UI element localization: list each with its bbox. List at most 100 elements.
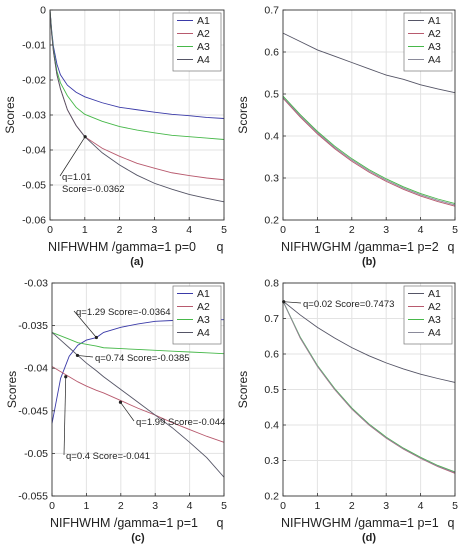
y-tick-label: -0.03	[24, 278, 48, 290]
annotation-point	[282, 300, 286, 304]
x-variable-label: q	[448, 240, 455, 254]
y-tick-label: -0.05	[24, 448, 48, 460]
x-tick-label: 1	[314, 224, 320, 236]
x-tick-label: 3	[151, 224, 157, 236]
annotation-arrow	[77, 355, 94, 358]
legend-label: A4	[197, 54, 210, 66]
annotation-text: q=0.74 Score=-0.0385	[95, 353, 190, 364]
annotation: q=1.99 Score=-0.044	[118, 400, 225, 428]
annotation-point	[118, 400, 123, 404]
annotation-arrow	[120, 402, 135, 422]
annotation-arrow	[283, 301, 302, 304]
y-tick-label: -0.01	[22, 40, 46, 52]
legend-box	[403, 285, 453, 345]
annotation-point	[64, 375, 68, 379]
y-tick-label: -0.04	[22, 145, 46, 157]
annotation-text: q=1.99 Score=-0.044	[136, 417, 225, 428]
y-tick-label: 0.7	[264, 5, 279, 17]
x-axis-label: NIFHWGHM /gamma=1 p=1	[281, 516, 439, 530]
annotation-text: q=1.29 Score=-0.0364	[76, 307, 171, 318]
legend-label: A4	[428, 54, 441, 66]
y-tick-label: 0.4	[264, 420, 279, 432]
panel-label: (d)	[362, 532, 376, 544]
x-tick-label: 4	[186, 224, 192, 236]
annotation-arrow	[59, 136, 86, 177]
y-tick-label: -0.04	[24, 363, 48, 375]
y-tick-label: -0.05	[22, 180, 46, 192]
legend-box	[172, 285, 222, 345]
annotation: q=0.02 Score=0.7473	[282, 299, 394, 310]
x-tick-label: 2	[118, 500, 124, 512]
series-line-A4	[49, 9, 225, 203]
y-tick-label: 0.5	[264, 89, 279, 101]
legend-label: A1	[428, 288, 441, 300]
annotation-text: q=0.02 Score=0.7473	[303, 299, 394, 310]
y-axis-label: Scores	[236, 371, 250, 408]
y-tick-label: -0.045	[18, 405, 48, 417]
y-tick-label: 0.7	[264, 313, 279, 325]
annotation-text: q=0.4 Score=-0.041	[66, 451, 150, 462]
x-tick-label: 4	[187, 500, 193, 512]
x-tick-label: 5	[452, 224, 458, 236]
legend-label: A2	[428, 301, 441, 313]
y-tick-label: 0.3	[264, 173, 279, 185]
annotation-point	[75, 353, 80, 358]
x-tick-label: 4	[418, 224, 424, 236]
series-line-A4	[282, 97, 456, 206]
x-tick-label: 3	[383, 224, 389, 236]
legend-box	[403, 12, 453, 72]
x-axis-label: NIFHWHM /gamma=1 p=0	[48, 240, 196, 254]
panel-label: (b)	[362, 256, 376, 268]
series-line-A1	[49, 9, 225, 119]
y-tick-label: 0.5	[264, 384, 279, 396]
panel-label: (c)	[131, 532, 145, 544]
x-variable-label: q	[217, 240, 224, 254]
y-tick-label: -0.06	[22, 215, 46, 227]
y-tick-label: -0.02	[22, 75, 46, 87]
y-tick-label: 0.6	[264, 349, 279, 361]
x-tick-label: 2	[349, 224, 355, 236]
series-line-A4	[282, 300, 456, 473]
x-tick-label: 1	[83, 500, 89, 512]
legend-label: A3	[197, 41, 210, 53]
series-line-A3	[282, 95, 456, 205]
y-tick-label: 0.6	[264, 47, 279, 59]
y-tick-label: 0.4	[264, 131, 279, 143]
x-axis-label: NIFHWGHM /gamma=1 p=2	[281, 240, 439, 254]
x-tick-label: 4	[418, 500, 424, 512]
chart-panel-4: 0 1 2 3 4 5 0.8 0.7 0.6 0.5 0.4 0.3 0.2 NIFHWGHM /gam…	[236, 278, 458, 545]
x-tick-label: 0	[49, 500, 55, 512]
annotation: q=0.74 Score=-0.0385	[75, 353, 190, 364]
x-tick-label: 3	[383, 500, 389, 512]
annotation-point	[94, 335, 98, 340]
x-tick-label: 3	[152, 500, 158, 512]
x-tick-label: 2	[117, 224, 123, 236]
x-tick-label: 1	[82, 224, 88, 236]
series-line-A4	[51, 332, 225, 478]
y-tick-label: 0	[40, 5, 46, 17]
annotation-arrow	[73, 310, 97, 338]
x-tick-label: 5	[452, 500, 458, 512]
legend-label: A1	[197, 288, 210, 300]
series-line-A2	[51, 366, 225, 443]
x-variable-label: q	[448, 516, 455, 530]
annotation-point	[83, 135, 87, 139]
y-axis-label: Scores	[3, 96, 17, 133]
legend-label: A4	[428, 327, 441, 339]
x-variable-label: q	[217, 516, 224, 530]
legend-label: A3	[197, 314, 210, 326]
y-axis-label: Scores	[5, 371, 19, 408]
annotation: q=0.4 Score=-0.041	[63, 375, 150, 462]
axes-frame	[51, 282, 225, 497]
y-axis-label: Scores	[236, 96, 250, 133]
y-tick-label: -0.035	[18, 320, 48, 332]
legend-label: A4	[197, 327, 210, 339]
x-tick-label: 0	[280, 500, 286, 512]
y-tick-label: -0.03	[22, 110, 46, 122]
